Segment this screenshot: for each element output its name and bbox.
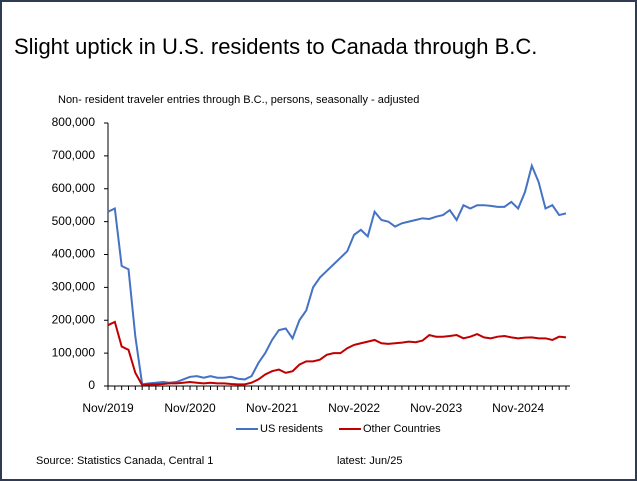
legend-label: Other Countries (363, 423, 441, 435)
y-tick-label: 500,000 (52, 214, 96, 228)
x-tick-label: Nov/2019 (82, 401, 134, 415)
x-tick-label: Nov/2020 (164, 401, 216, 415)
y-tick-label: 200,000 (52, 312, 96, 326)
chart-subtitle: Non- resident traveler entries through B… (58, 94, 419, 106)
x-tick-label: Nov-2021 (246, 401, 298, 415)
y-tick-label: 800,000 (52, 115, 96, 129)
y-tick-label: 0 (88, 378, 95, 392)
y-tick-label: 600,000 (52, 181, 96, 195)
x-tick-label: Nov-2022 (328, 401, 380, 415)
legend-label: US residents (260, 423, 323, 435)
series-line (107, 162, 567, 386)
y-tick-label: 300,000 (52, 280, 96, 294)
source: Source: Statistics Canada, Central 1 (36, 455, 213, 467)
series-line (107, 320, 567, 387)
y-tick-label: 400,000 (52, 247, 96, 261)
note: latest: Jun/25 (337, 455, 402, 467)
y-tick-label: 700,000 (52, 148, 96, 162)
y-tick-label: 100,000 (52, 345, 96, 359)
chart-title: Slight uptick in U.S. residents to Canad… (14, 34, 537, 59)
x-tick-label: Nov-2023 (410, 401, 462, 415)
x-tick-label: Nov-2024 (492, 401, 544, 415)
